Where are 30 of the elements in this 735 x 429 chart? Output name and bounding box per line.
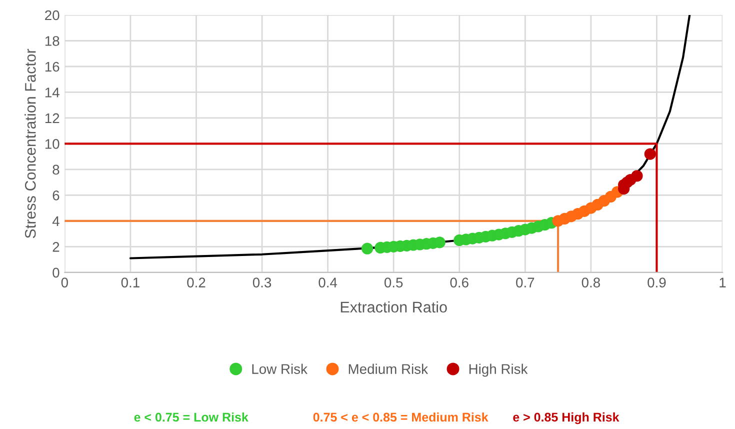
x-axis-title: Extraction Ratio (340, 301, 447, 313)
x-tick-label: 0.7 (516, 278, 534, 288)
y-tick-label: 18 (45, 36, 60, 46)
text: e > 0.85 High Risk (513, 412, 620, 424)
x-tick-label: 0.4 (318, 278, 338, 288)
legend-label: Medium Risk (348, 364, 428, 374)
x-tick-label: 0.6 (450, 278, 468, 288)
y-tick-label: 12 (45, 113, 60, 124)
y-tick-label: 4 (52, 216, 60, 226)
y-tick-label: 16 (45, 62, 60, 72)
x-tick-label: 0 (61, 278, 68, 288)
x-tick-label: 0.8 (582, 278, 600, 288)
y-tick-label: 8 (52, 164, 60, 175)
y-axis-title: Stress Concentration Factor (24, 48, 36, 238)
text: 0.75 < e < 0.85 = Medium Risk (313, 412, 488, 422)
text: e < 0.75 = Low Risk (134, 412, 248, 422)
y-tick-label: 0 (52, 268, 60, 278)
legend-label: High Risk (469, 364, 528, 377)
x-tick-label: 0.5 (384, 278, 403, 288)
x-tick-label: 0.2 (187, 278, 206, 288)
y-tick-label: 6 (52, 190, 60, 200)
x-tick-label: 0.1 (121, 278, 140, 288)
y-tick-label: 20 (45, 10, 60, 20)
y-tick-label: 2 (52, 242, 60, 252)
x-tick-label: 0.9 (648, 278, 666, 288)
x-tick-label: 0.3 (252, 278, 272, 288)
y-tick-label: 10 (45, 139, 60, 149)
y-tick-label: 14 (45, 88, 60, 98)
x-tick-label: 1 (720, 278, 726, 288)
legend-label: Low Risk (252, 364, 308, 374)
